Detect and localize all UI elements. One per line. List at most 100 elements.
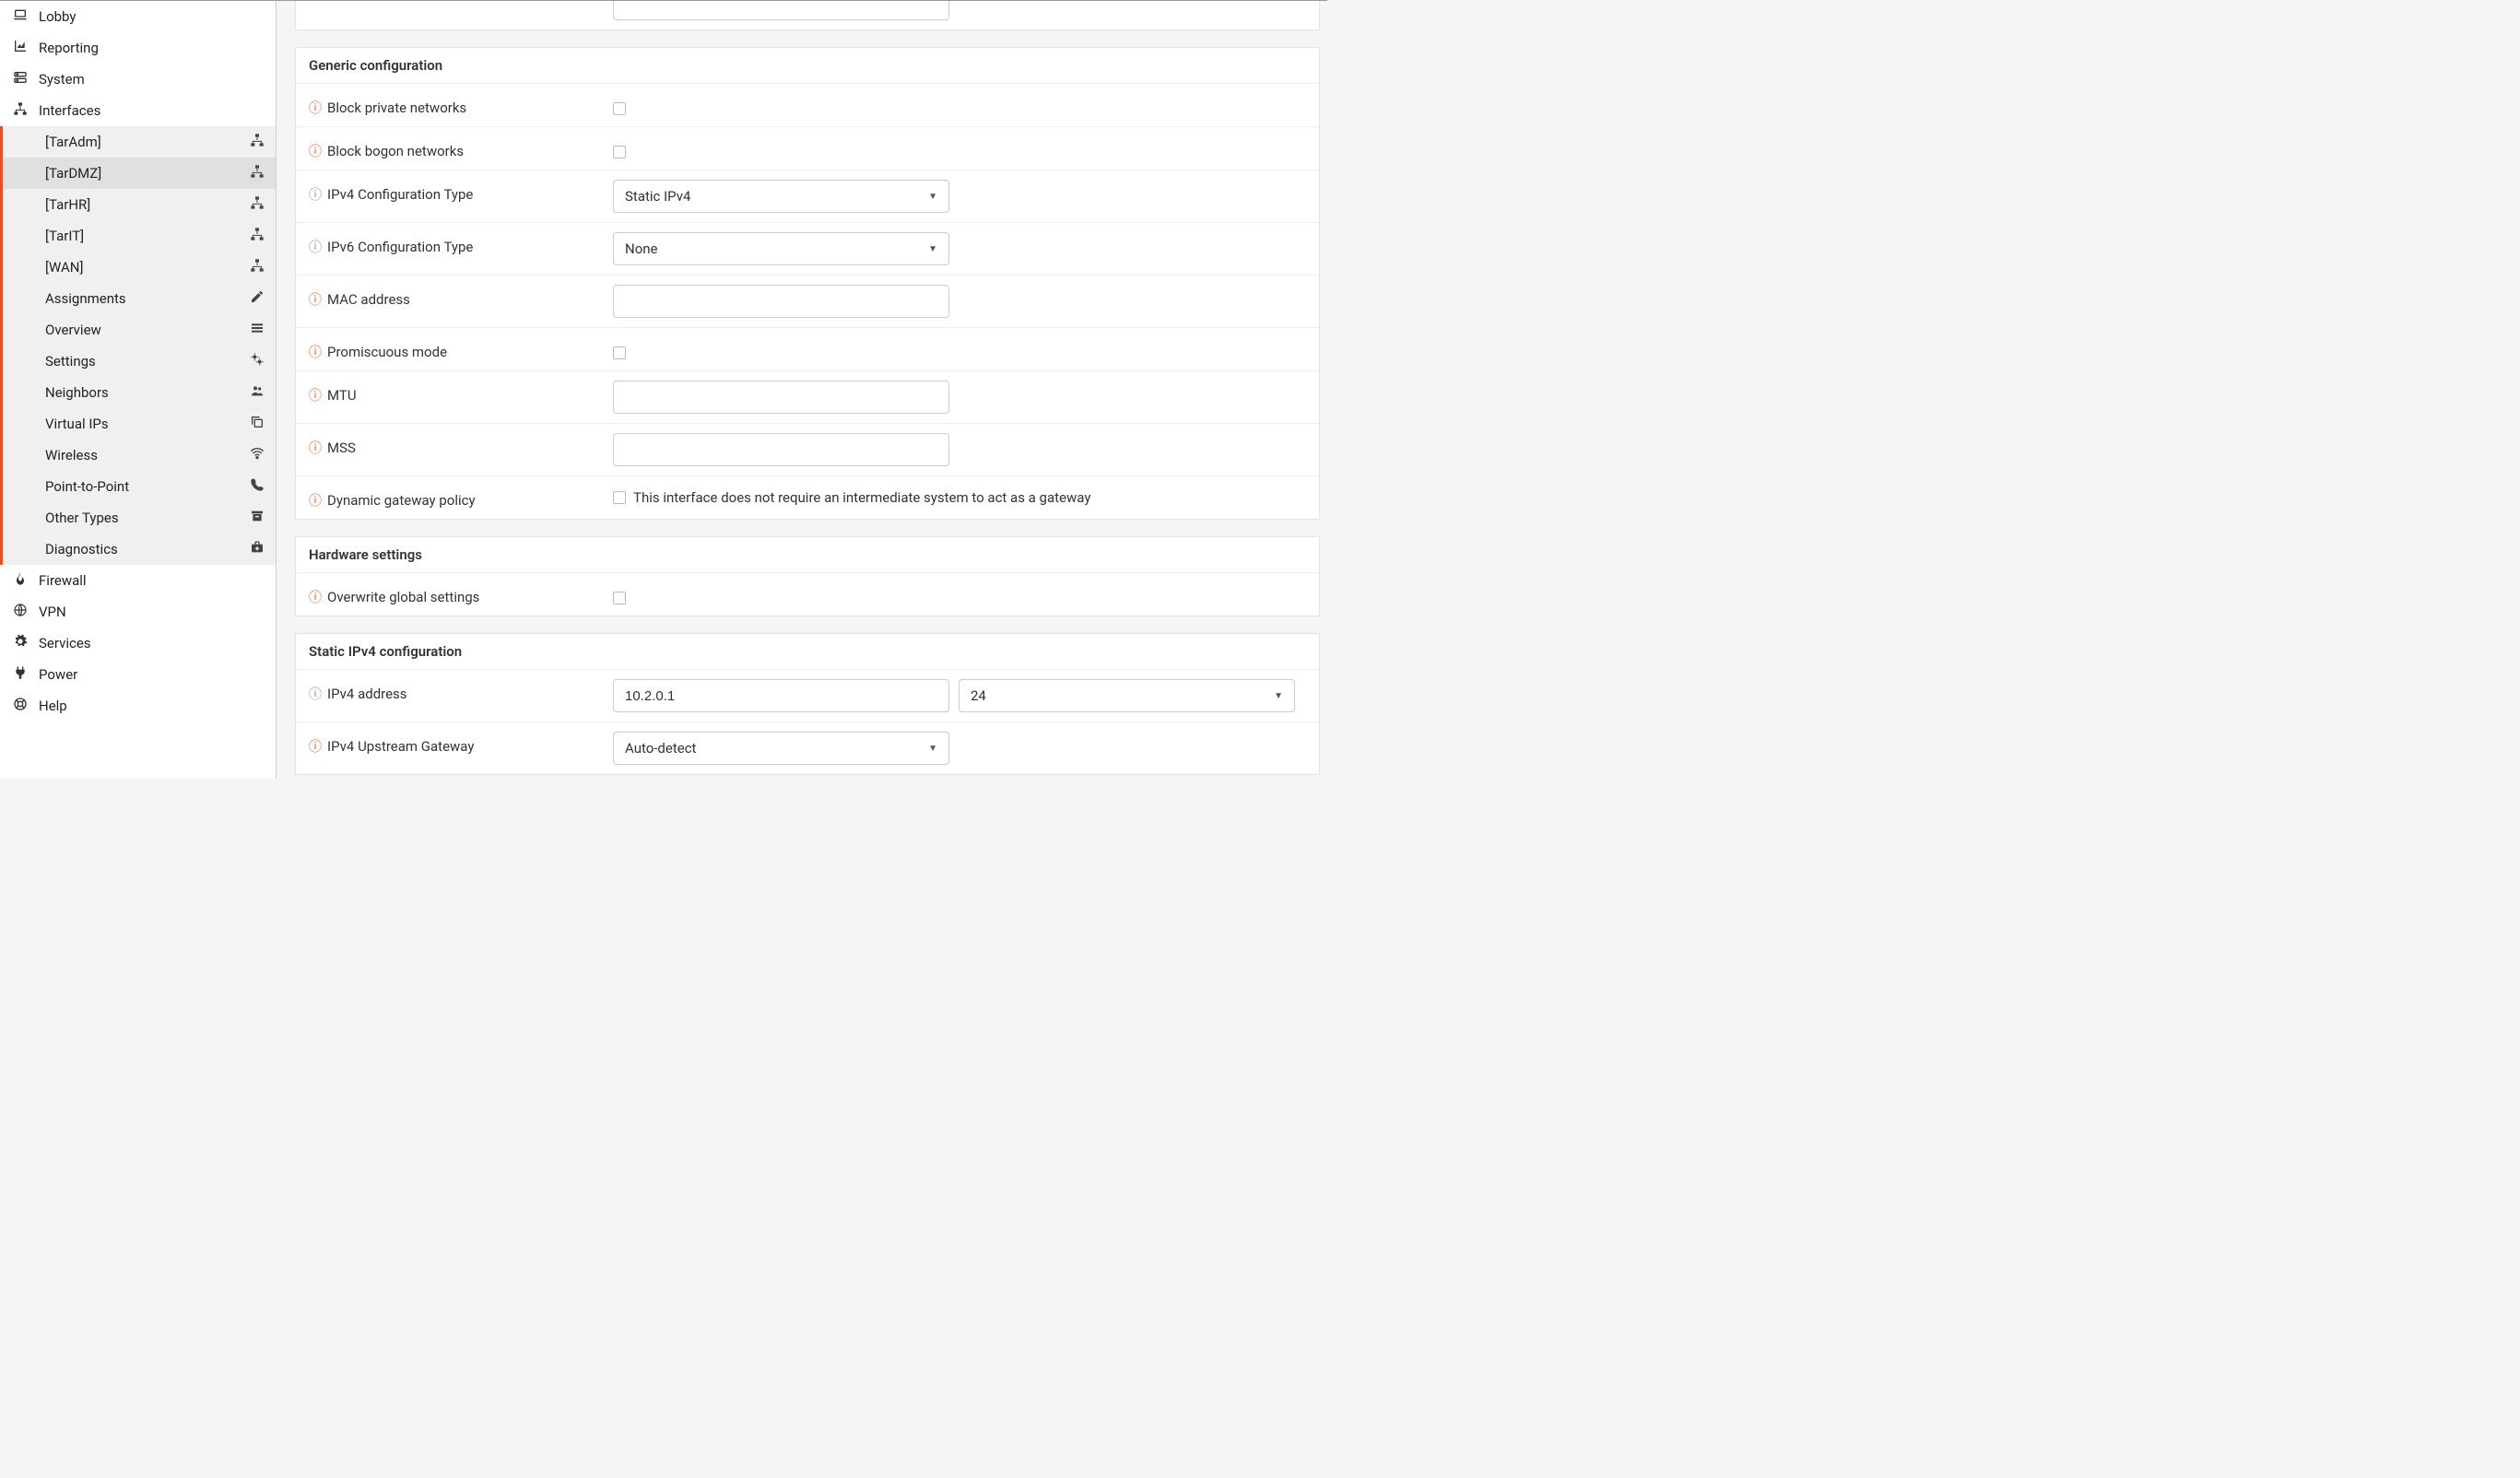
nav-sub-assignments[interactable]: Assignments — [3, 283, 276, 314]
nav-sub-virtualips[interactable]: Virtual IPs — [3, 408, 276, 440]
block-private-checkbox[interactable] — [613, 102, 626, 115]
row-block-bogon: ⓘ Block bogon networks — [296, 126, 1319, 170]
panel-static-ipv4: Static IPv4 configuration ⓘ IPv4 address… — [295, 633, 1320, 775]
panel-hardware-settings: Hardware settings ⓘ Overwrite global set… — [295, 536, 1320, 616]
nav-label: Neighbors — [29, 384, 109, 401]
nav-lobby[interactable]: Lobby — [0, 1, 276, 32]
nav-label: Diagnostics — [29, 541, 118, 557]
nav-sub-pointtopoint[interactable]: Point-to-Point — [3, 471, 276, 502]
globe-icon — [11, 603, 29, 621]
nav-label: Interfaces — [39, 102, 265, 119]
info-icon[interactable]: ⓘ — [309, 439, 322, 457]
cog-icon — [11, 634, 29, 652]
field-label: IPv6 Configuration Type — [327, 239, 473, 255]
overwrite-global-checkbox[interactable] — [613, 592, 626, 604]
info-icon[interactable]: ⓘ — [309, 142, 322, 160]
archive-icon — [250, 509, 265, 527]
sitemap-icon — [250, 227, 265, 245]
fire-icon — [11, 571, 29, 590]
nav-label: Virtual IPs — [29, 416, 109, 432]
field-label: Block bogon networks — [327, 143, 464, 159]
nav-label: System — [39, 71, 265, 88]
row-ipv4-gateway: ⓘ IPv4 Upstream Gateway Auto-detect ▼ — [296, 721, 1319, 774]
select-value: 24 — [971, 687, 986, 704]
nav-reporting[interactable]: Reporting — [0, 32, 276, 64]
nav-label: [WAN] — [29, 259, 83, 276]
nav-label: [TarDMZ] — [29, 165, 101, 182]
nav-interfaces[interactable]: Interfaces — [0, 95, 276, 126]
pencil-icon — [250, 289, 265, 308]
nav-services[interactable]: Services — [0, 628, 276, 659]
field-label: MAC address — [327, 291, 410, 308]
nav-label: [TarAdm] — [29, 134, 101, 150]
info-icon[interactable]: ⓘ — [309, 737, 322, 756]
copy-icon — [250, 415, 265, 433]
nav-label: Wireless — [29, 447, 98, 463]
wifi-icon — [250, 446, 265, 464]
block-bogon-checkbox[interactable] — [613, 146, 626, 158]
row-ipv6-type: ⓘ IPv6 Configuration Type None ▼ — [296, 222, 1319, 275]
description-input-cutoff[interactable]: TarDMZ — [613, 1, 949, 20]
medkit-icon — [250, 540, 265, 558]
field-label: IPv4 address — [327, 686, 407, 702]
nav-sub-diagnostics[interactable]: Diagnostics — [3, 534, 276, 565]
row-ipv4-type: ⓘ IPv4 Configuration Type Static IPv4 ▼ — [296, 170, 1319, 222]
nav-interfaces-sub: [TarAdm] [TarDMZ] [TarHR] [TarIT] [WAN] … — [0, 126, 276, 565]
checkbox-description: This interface does not require an inter… — [633, 489, 1090, 506]
info-icon[interactable]: ⓘ — [309, 238, 322, 256]
cogs-icon — [250, 352, 265, 370]
section-title: Generic configuration — [296, 48, 1319, 83]
nav-label: [TarIT] — [29, 228, 84, 244]
ipv4-config-type-select[interactable]: Static IPv4 ▼ — [613, 180, 949, 213]
mss-input[interactable] — [613, 433, 949, 466]
nav-sub-tarit[interactable]: [TarIT] — [3, 220, 276, 252]
sitemap-icon — [11, 101, 29, 120]
field-label: Block private networks — [327, 100, 466, 116]
nav-label: Assignments — [29, 290, 126, 307]
info-icon[interactable]: ⓘ — [309, 343, 322, 361]
field-label: Dynamic gateway policy — [327, 492, 476, 509]
sitemap-icon — [250, 133, 265, 151]
ipv4-gateway-select[interactable]: Auto-detect ▼ — [613, 732, 949, 765]
nav-firewall[interactable]: Firewall — [0, 565, 276, 596]
nav-label: Overview — [29, 322, 101, 338]
mtu-input[interactable] — [613, 381, 949, 414]
nav-sub-tarhr[interactable]: [TarHR] — [3, 189, 276, 220]
ipv4-prefix-select[interactable]: 24 ▼ — [959, 679, 1295, 712]
nav-sub-tardmz[interactable]: [TarDMZ] — [3, 158, 276, 189]
info-icon[interactable]: ⓘ — [309, 290, 322, 309]
info-icon[interactable]: ⓘ — [309, 491, 322, 510]
info-icon[interactable]: ⓘ — [309, 185, 322, 204]
nav-sub-taradm[interactable]: [TarAdm] — [3, 126, 276, 158]
info-icon[interactable]: ⓘ — [309, 588, 322, 606]
info-icon[interactable]: ⓘ — [309, 386, 322, 405]
nav-sub-settings[interactable]: Settings — [3, 346, 276, 377]
nav-sub-othertypes[interactable]: Other Types — [3, 502, 276, 534]
section-title: Hardware settings — [296, 537, 1319, 572]
nav-sub-overview[interactable]: Overview — [3, 314, 276, 346]
nav-sub-wan[interactable]: [WAN] — [3, 252, 276, 283]
nav-power[interactable]: Power — [0, 659, 276, 690]
ipv4-address-input[interactable] — [613, 679, 949, 712]
dynamic-gateway-checkbox[interactable] — [613, 491, 626, 504]
nav-sub-neighbors[interactable]: Neighbors — [3, 377, 276, 408]
info-icon[interactable]: ⓘ — [309, 99, 322, 117]
ipv6-config-type-select[interactable]: None ▼ — [613, 232, 949, 265]
chevron-down-icon: ▼ — [928, 192, 937, 202]
nav-label: Services — [39, 635, 265, 651]
nav-system[interactable]: System — [0, 64, 276, 95]
chart-icon — [11, 39, 29, 57]
row-ipv4-address: ⓘ IPv4 address 24 ▼ — [296, 669, 1319, 721]
nav-help[interactable]: Help — [0, 690, 276, 721]
info-icon[interactable]: ⓘ — [309, 685, 322, 703]
mac-address-input[interactable] — [613, 285, 949, 318]
nav-sub-wireless[interactable]: Wireless — [3, 440, 276, 471]
row-overwrite-global: ⓘ Overwrite global settings — [296, 572, 1319, 616]
nav-label: Settings — [29, 353, 96, 370]
nav-vpn[interactable]: VPN — [0, 596, 276, 628]
select-value: Static IPv4 — [625, 188, 690, 205]
nav-label: Point-to-Point — [29, 478, 129, 495]
promiscuous-checkbox[interactable] — [613, 346, 626, 359]
panel-generic-config: Generic configuration ⓘ Block private ne… — [295, 47, 1320, 520]
sitemap-icon — [250, 258, 265, 276]
